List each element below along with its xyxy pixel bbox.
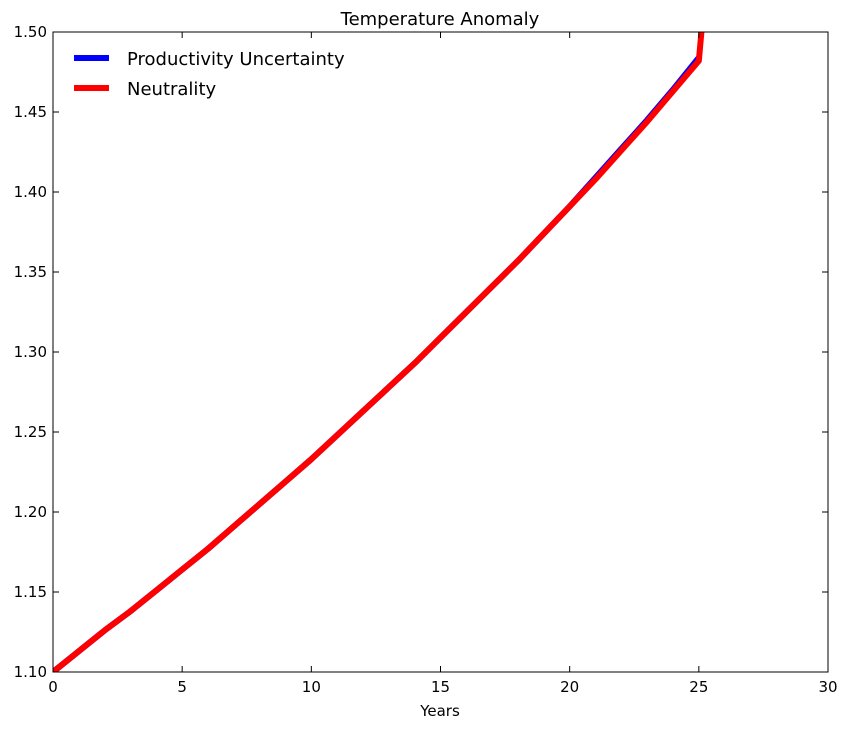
y-tick-label: 1.40: [14, 183, 47, 201]
legend-label-neutrality: Neutrality: [127, 79, 216, 100]
y-tick-label: 1.10: [14, 663, 47, 681]
y-tick-label: 1.25: [14, 423, 47, 441]
y-axis: 1.10 1.15 1.20 1.25 1.30 1.35 1.40 1.45 1.50: [14, 23, 828, 681]
x-axis-label: Years: [419, 702, 460, 720]
legend-label-productivity-uncertainty: Productivity Uncertainty: [127, 49, 345, 70]
y-tick-label: 1.35: [14, 263, 47, 281]
x-tick-label: 30: [818, 678, 837, 696]
chart-title: Temperature Anomaly: [340, 9, 540, 30]
x-tick-label: 0: [48, 678, 58, 696]
x-tick-label: 10: [302, 678, 321, 696]
series-group: [53, 32, 705, 672]
series-line-neutrality: [53, 32, 705, 672]
y-tick-label: 1.45: [14, 103, 47, 121]
legend: Productivity Uncertainty Neutrality: [74, 49, 345, 100]
x-tick-label: 25: [689, 678, 708, 696]
x-axis: 0 5 10 15 20 25 30: [48, 32, 838, 696]
x-tick-label: 5: [177, 678, 187, 696]
x-tick-label: 20: [560, 678, 579, 696]
y-tick-label: 1.50: [14, 23, 47, 41]
x-tick-label: 15: [431, 678, 450, 696]
y-tick-label: 1.15: [14, 583, 47, 601]
plot-background: [53, 32, 828, 672]
y-tick-label: 1.20: [14, 503, 47, 521]
y-tick-label: 1.30: [14, 343, 47, 361]
